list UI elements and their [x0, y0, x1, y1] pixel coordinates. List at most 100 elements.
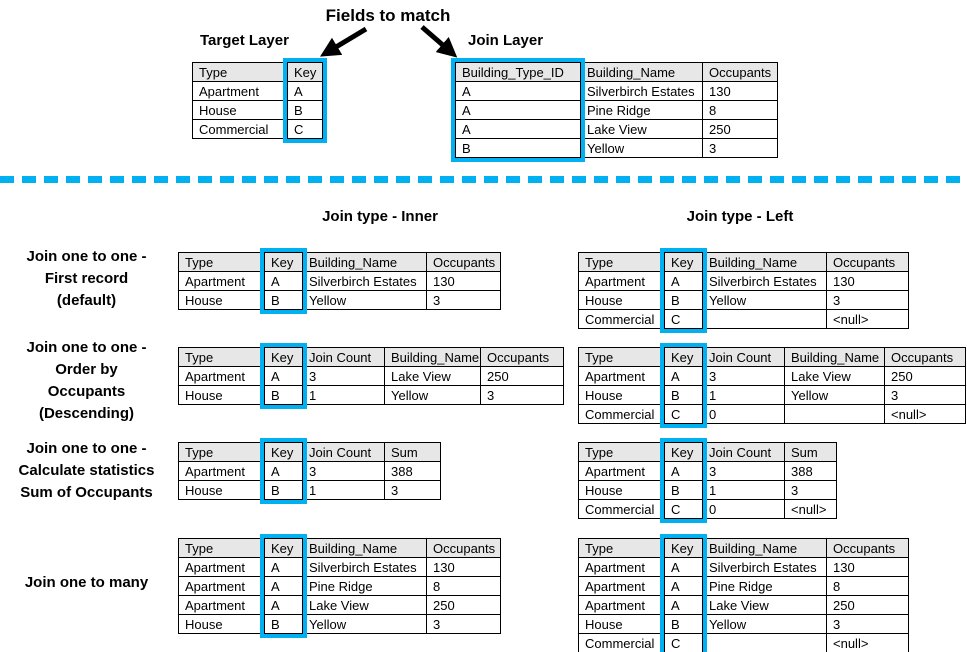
- table-row: Apartment A Pine Ridge 8: [178, 576, 501, 596]
- data-table: Type Key Join Count Building_Name Occupants A…: [178, 347, 564, 405]
- table-row: Apartment A Lake View 250: [178, 595, 501, 615]
- column-header: Key: [287, 62, 323, 82]
- table-cell: Silverbirch Estates: [702, 557, 827, 577]
- table-cell: B: [264, 290, 303, 310]
- table-cell: 3: [702, 138, 778, 158]
- data-table: Type Key Building_Name Occupants Apartment A S…: [178, 252, 501, 310]
- table-cell: Commercial: [578, 499, 665, 519]
- table-cell: A: [264, 461, 303, 481]
- table-cell: House: [178, 290, 265, 310]
- table-cell: Apartment: [578, 271, 665, 291]
- column-header: Type: [178, 252, 265, 272]
- table-cell: Apartment: [578, 366, 665, 386]
- table-cell: Apartment: [192, 81, 288, 101]
- join-layer-table: Building_Type_ID Building_Name Occupants A S…: [451, 58, 778, 162]
- table-cell: A: [664, 461, 703, 481]
- column-header: Join Count: [302, 347, 385, 367]
- table-cell: 250: [426, 595, 501, 615]
- table-cell: A: [455, 100, 581, 120]
- table-cell: Commercial: [578, 309, 665, 329]
- separator-dashed-line: [0, 176, 967, 183]
- column-header: Type: [578, 347, 665, 367]
- column-header: Building_Name: [580, 62, 703, 82]
- table-row: Commercial C <null>: [578, 309, 909, 329]
- table-cell: House: [192, 100, 288, 120]
- table-cell: B: [664, 614, 703, 634]
- table-cell: House: [178, 385, 265, 405]
- column-header: Sum: [784, 442, 837, 462]
- table-row: Commercial C <null>: [578, 633, 909, 652]
- table-cell: 3: [826, 614, 909, 634]
- row-label-line: (Descending): [38, 405, 134, 422]
- table-row: House B 1 3: [178, 480, 441, 500]
- column-header: Key: [664, 538, 703, 558]
- table-cell: House: [578, 614, 665, 634]
- table-cell: 130: [702, 81, 778, 101]
- table-cell: C: [664, 309, 703, 329]
- table-cell: C: [664, 499, 703, 519]
- table-cell: 1: [702, 385, 785, 405]
- table-cell: 130: [826, 557, 909, 577]
- table-cell: 130: [426, 557, 501, 577]
- order-by-inner-table: Type Key Join Count Building_Name Occupants A…: [178, 343, 564, 409]
- table-cell: A: [664, 271, 703, 291]
- column-header: Type: [178, 347, 265, 367]
- table-cell: B: [455, 138, 581, 158]
- row-label-order-by-occupants: Join one to one - Order by Occupants (Desce…: [4, 337, 169, 425]
- column-header: Join Count: [702, 442, 785, 462]
- row-label-line: Occupants: [47, 383, 126, 400]
- data-table: Type Key Building_Name Occupants Apartment A S…: [578, 252, 909, 329]
- table-cell: 3: [426, 614, 501, 634]
- table-row: A Pine Ridge 8: [455, 100, 778, 120]
- column-header: Key: [264, 442, 303, 462]
- column-header: Join Count: [702, 347, 785, 367]
- table-row: A Silverbirch Estates 130: [455, 81, 778, 101]
- table-cell: 1: [302, 385, 385, 405]
- table-row: Apartment A 3 Lake View 250: [578, 366, 966, 386]
- table-row: Apartment A: [192, 81, 323, 101]
- table-cell: 1: [702, 480, 785, 500]
- row-label-first-record: Join one to one - First record (default): [4, 246, 169, 312]
- table-cell: 3: [702, 366, 785, 386]
- table-cell: A: [264, 557, 303, 577]
- data-table: Type Key Join Count Sum Apartment A 3 388 House B…: [178, 442, 441, 500]
- table-cell: [702, 633, 827, 652]
- table-cell: Silverbirch Estates: [302, 271, 427, 291]
- column-header: Key: [664, 252, 703, 272]
- row-label-line: Order by: [55, 361, 118, 378]
- table-cell: Yellow: [702, 614, 827, 634]
- table-cell: 130: [826, 271, 909, 291]
- table-cell: Commercial: [578, 633, 665, 652]
- column-header: Occupants: [884, 347, 966, 367]
- table-cell: 3: [302, 366, 385, 386]
- table-row: Commercial C: [192, 119, 323, 139]
- table-cell: Pine Ridge: [702, 576, 827, 596]
- target-layer-title: Target Layer: [200, 32, 289, 49]
- table-cell: A: [664, 557, 703, 577]
- table-cell: B: [664, 290, 703, 310]
- table-cell: A: [664, 595, 703, 615]
- row-label-calculate-statistics: Join one to one - Calculate statistics Sum…: [4, 438, 169, 504]
- table-cell: <null>: [826, 633, 909, 652]
- table-cell: Lake View: [580, 119, 703, 139]
- data-table: Type Key Building_Name Occupants Apartment A S…: [178, 538, 501, 634]
- table-cell: B: [264, 480, 303, 500]
- table-cell: 3: [884, 385, 966, 405]
- table-row: House B Yellow 3: [178, 614, 501, 634]
- column-header: Occupants: [826, 252, 909, 272]
- column-header: Join Count: [302, 442, 385, 462]
- table-row: Apartment A Pine Ridge 8: [578, 576, 909, 596]
- row-label-line: Join one to one -: [26, 248, 147, 265]
- table-cell: Yellow: [702, 290, 827, 310]
- table-cell: Apartment: [178, 595, 265, 615]
- column-header: Occupants: [426, 538, 501, 558]
- column-header: Type: [578, 252, 665, 272]
- fields-to-match-arrows-icon: [319, 25, 458, 58]
- data-table: Type Key Join Count Sum Apartment A 3 388 House B…: [578, 442, 837, 519]
- table-cell: 3: [480, 385, 564, 405]
- table-row: Apartment A 3 388: [178, 461, 441, 481]
- table-cell: House: [578, 290, 665, 310]
- table-cell: Yellow: [384, 385, 481, 405]
- column-header: Building_Name: [702, 538, 827, 558]
- column-header: Occupants: [702, 62, 778, 82]
